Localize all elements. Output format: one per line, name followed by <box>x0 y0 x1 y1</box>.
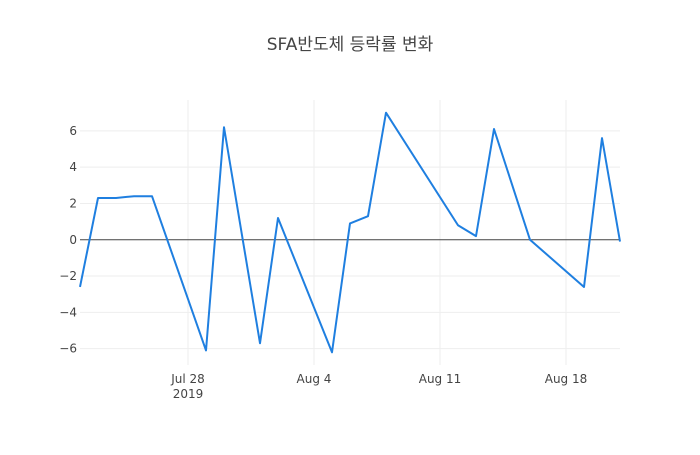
y-tick-label: 6 <box>69 124 77 138</box>
y-tick-label: 2 <box>69 196 77 210</box>
y-tick-label: −4 <box>59 305 77 319</box>
chart-title: SFA반도체 등락률 변화 <box>267 35 434 55</box>
grid-lines <box>80 100 620 365</box>
y-tick-label: 0 <box>69 233 77 247</box>
y-tick-label: −6 <box>59 342 77 356</box>
y-tick-label: 4 <box>69 160 77 174</box>
y-axis-ticks: 6 4 2 0 −2 −4 −6 <box>59 124 77 356</box>
y-tick-label: −2 <box>59 269 77 283</box>
x-tick-sublabel: 2019 <box>173 387 204 401</box>
x-tick-label: Aug 11 <box>419 372 462 386</box>
x-tick-label: Aug 4 <box>297 372 332 386</box>
series-layer <box>79 111 621 354</box>
x-tick-label: Jul 28 <box>170 372 205 386</box>
x-tick-label: Aug 18 <box>545 372 588 386</box>
series-line <box>79 111 621 354</box>
